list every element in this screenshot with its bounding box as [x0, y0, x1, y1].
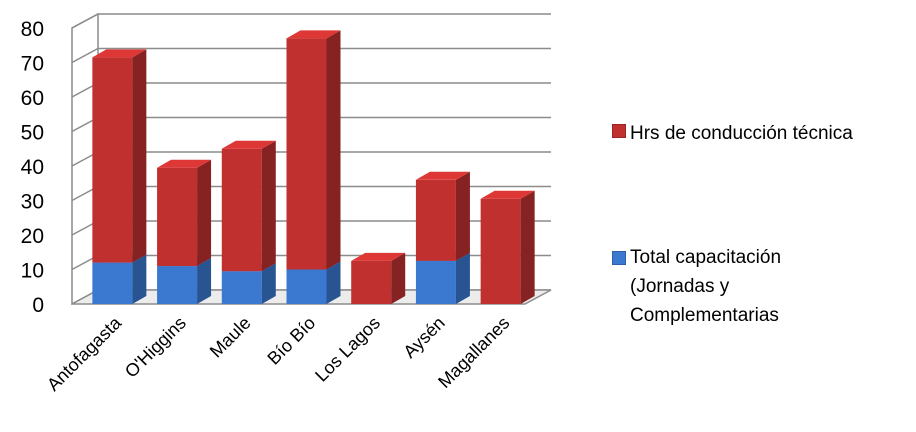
bar-segment-front: [157, 167, 198, 267]
bar-segment-side: [261, 140, 276, 272]
bar-segment-front: [92, 262, 133, 304]
bar-segment-side: [455, 171, 470, 261]
legend-2: Total capacitación (Jornadas y Complemen…: [612, 243, 860, 330]
x-tick-label: Bío Bío: [263, 313, 319, 369]
bar-stack: [480, 190, 535, 304]
bar-segment-side: [261, 263, 276, 304]
bar-segment-side: [132, 254, 147, 304]
bar-stack: [92, 49, 147, 304]
legend-swatch-total: [612, 251, 626, 265]
bar-stack: [221, 140, 276, 304]
bar-segment-top: [480, 190, 535, 199]
y-tick-label: 60: [21, 87, 44, 110]
bar-segment-front: [286, 269, 327, 304]
y-tick-label: 30: [21, 191, 44, 214]
legend-label-hrs: Hrs de conducción técnica: [630, 123, 853, 144]
y-tick-label: 20: [21, 225, 44, 248]
bar-segment-front: [286, 38, 327, 270]
bar-segment-top: [415, 171, 470, 180]
bar-segment-top: [351, 252, 406, 261]
y-tick-label: 80: [21, 18, 44, 41]
bar-stack: [286, 30, 341, 304]
bar-segment-top: [157, 159, 212, 168]
bar-segment-top: [92, 49, 147, 58]
bar-segment-front: [415, 179, 456, 261]
legend: Hrs de conducción técnica: [612, 119, 853, 148]
legend-label-total: Total capacitación (Jornadas y Complemen…: [630, 247, 782, 326]
x-tick-label: Aysén: [399, 313, 448, 362]
bar-segment-front: [221, 271, 262, 304]
bar-segment-front: [415, 260, 456, 304]
gridline: [71, 47, 551, 64]
x-tick-label: Maule: [206, 313, 255, 362]
bars: [92, 30, 535, 304]
y-tick-label: 70: [21, 53, 44, 76]
bar-segment-side: [326, 30, 341, 270]
bar-segment-side: [455, 252, 470, 304]
legend-item-total: Total capacitación (Jornadas y Complemen…: [612, 243, 860, 330]
bar-segment-front: [221, 148, 262, 272]
bar-segment-side: [391, 252, 406, 304]
bar-segment-side: [326, 261, 341, 304]
x-tick-label: Antofagasta: [43, 312, 126, 395]
y-axis-ticks: 0 10 20 30 40 50 60 70 80: [21, 18, 44, 317]
bar-segment-front: [92, 57, 133, 263]
bar-segment-side: [520, 190, 535, 304]
bar-segment-side: [197, 258, 212, 304]
bar-stack: [157, 159, 212, 304]
bar-segment-side: [132, 49, 147, 263]
y-tick-label: 10: [21, 260, 44, 283]
bar-segment-front: [157, 266, 198, 304]
legend-swatch-hrs: [612, 124, 626, 138]
y-tick-label: 50: [21, 122, 44, 145]
x-tick-label: O'Higgins: [121, 313, 190, 382]
bar-segment-side: [197, 159, 212, 267]
bar-segment-top: [221, 140, 276, 149]
legend-item-hrs: Hrs de conducción técnica: [612, 119, 853, 148]
x-tick-label: Los Lagos: [311, 313, 384, 386]
bar-segment-front: [480, 198, 521, 304]
bar-stack: [351, 252, 406, 304]
bar-segment-top: [286, 30, 341, 39]
bar-stack: [415, 171, 470, 304]
y-tick-label: 0: [32, 294, 44, 317]
y-tick-label: 40: [21, 156, 44, 179]
bar-segment-front: [351, 260, 392, 304]
gridline: [71, 13, 551, 29]
